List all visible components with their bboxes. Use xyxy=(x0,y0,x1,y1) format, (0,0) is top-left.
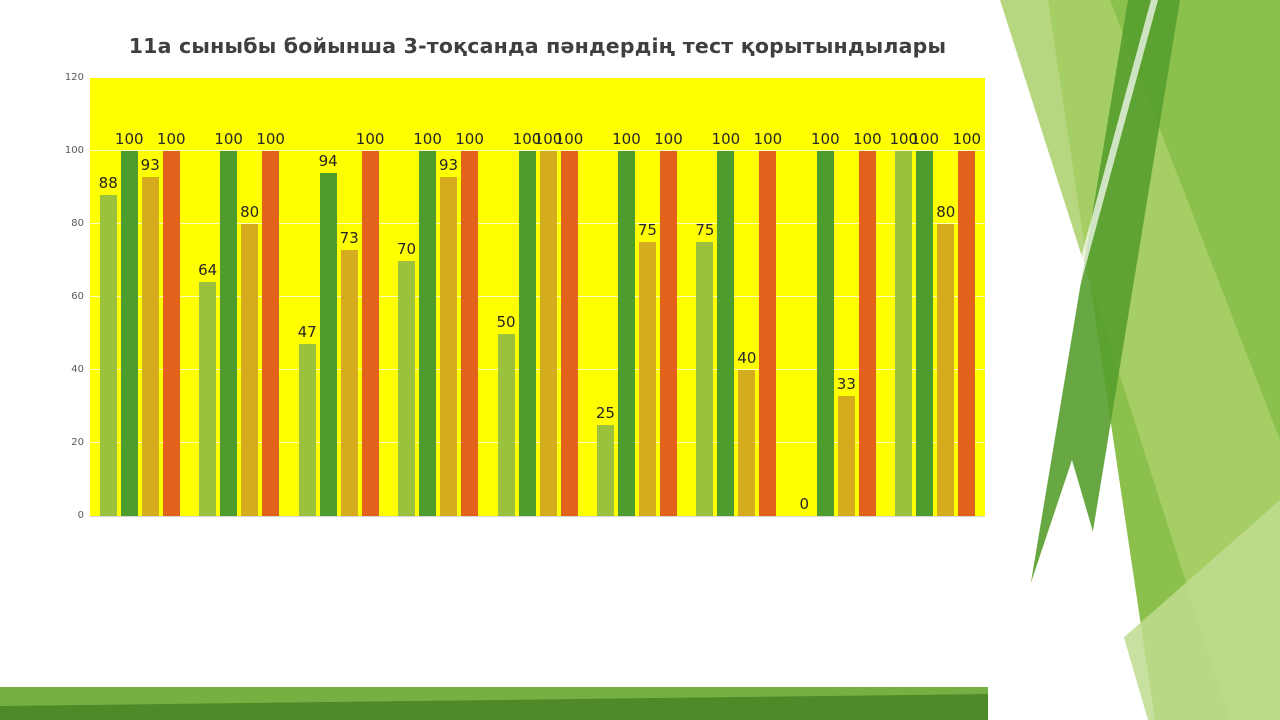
data-label: 100 xyxy=(711,130,741,148)
data-label: 100 xyxy=(853,130,882,148)
data-label: 80 xyxy=(240,203,260,221)
bar-gold xyxy=(340,249,358,516)
bar-gold xyxy=(440,176,458,516)
y-axis-tick-label: 0 xyxy=(77,510,84,521)
bar-dark-green xyxy=(419,151,437,516)
bar-dark-green xyxy=(717,151,735,516)
bar-dark-green xyxy=(319,172,337,516)
data-label: 100 xyxy=(355,130,385,148)
bar-light-green xyxy=(99,194,117,516)
bar-orange xyxy=(858,151,876,516)
bar-gold xyxy=(241,224,259,516)
bar-light-green xyxy=(398,260,416,516)
data-label: 100 xyxy=(413,130,442,148)
bar-gold xyxy=(738,370,756,516)
bar-gold xyxy=(141,176,159,516)
data-label: 80 xyxy=(936,203,956,221)
bar-light-green xyxy=(596,424,614,516)
gridline xyxy=(90,442,985,443)
plot-area: 88 100 93 100 64 100 80 100 47 94 73 100 70 100 93 100 5… xyxy=(90,77,985,517)
bar-light-green xyxy=(696,242,714,516)
bar-dark-green xyxy=(916,151,934,516)
gridline xyxy=(90,77,985,78)
data-label: 75 xyxy=(695,221,715,240)
bar-gold xyxy=(937,224,955,516)
data-label: 88 xyxy=(98,173,118,192)
y-axis-tick-label: 120 xyxy=(64,72,84,83)
data-label: 100 xyxy=(654,130,683,148)
data-label: 100 xyxy=(512,130,542,148)
data-label: 75 xyxy=(637,221,657,240)
data-label: 100 xyxy=(114,130,144,148)
y-axis-tick-label: 40 xyxy=(71,364,84,375)
data-label: 100 xyxy=(612,130,641,148)
bar-dark-green xyxy=(816,151,834,516)
bar-orange xyxy=(262,151,280,516)
y-axis: 0 20 40 60 80 100 120 xyxy=(50,72,84,521)
bar-light-green xyxy=(199,282,217,516)
bar-dark-green xyxy=(617,151,635,516)
bar-light-green xyxy=(298,344,316,516)
data-label: 93 xyxy=(140,155,160,174)
data-label: 100 xyxy=(455,130,484,148)
data-label: 0 xyxy=(799,495,810,513)
bar-gold xyxy=(837,395,855,516)
facet-shape xyxy=(955,0,1158,720)
bar-orange xyxy=(361,151,379,516)
bar-dark-green xyxy=(120,151,138,516)
data-label: 100 xyxy=(156,130,186,148)
data-label: 70 xyxy=(397,239,417,258)
data-label: 100 xyxy=(910,130,940,148)
facet-shape xyxy=(1048,0,1280,720)
data-label: 40 xyxy=(737,349,757,367)
data-label: 100 xyxy=(214,130,243,148)
bar-light-green xyxy=(895,151,913,516)
gridline xyxy=(90,296,985,297)
bar-dark-green xyxy=(518,151,536,516)
data-label: 50 xyxy=(496,312,516,331)
facet-bottom-band-dark xyxy=(0,694,988,720)
bar-orange xyxy=(659,151,677,516)
data-label: 100 xyxy=(952,130,982,148)
gridline xyxy=(90,223,985,224)
data-label: 33 xyxy=(836,374,856,393)
data-label: 100 xyxy=(811,130,840,148)
gridline xyxy=(90,150,985,151)
data-label: 94 xyxy=(318,151,338,170)
y-axis-tick-label: 20 xyxy=(71,437,84,448)
chart-title: 11а сыныбы бойынша 3-тоқсанда пәндердің … xyxy=(128,34,947,58)
bar-orange xyxy=(461,151,479,516)
data-label: 100 xyxy=(554,130,584,148)
data-label: 93 xyxy=(439,155,459,174)
data-label: 100 xyxy=(256,130,285,148)
bar-gold xyxy=(638,242,656,516)
data-label: 100 xyxy=(889,130,919,148)
bar-light-green xyxy=(497,333,515,516)
bar-orange xyxy=(958,151,976,516)
bar-orange xyxy=(560,151,578,516)
y-axis-tick-label: 100 xyxy=(64,145,84,156)
data-label: 73 xyxy=(339,228,359,247)
facet-shape xyxy=(1030,500,1280,720)
facet-shape xyxy=(1008,0,1180,720)
y-axis-tick-label: 80 xyxy=(71,218,84,229)
data-label: 100 xyxy=(753,130,783,148)
facet-shape xyxy=(985,460,1148,720)
data-label: 47 xyxy=(297,323,317,342)
data-label: 25 xyxy=(595,403,615,422)
data-label: 64 xyxy=(198,261,218,280)
bar-dark-green xyxy=(220,151,238,516)
data-label: 100 xyxy=(533,130,563,148)
bar-orange xyxy=(759,151,777,516)
facet-bottom-band xyxy=(0,687,988,720)
gridline xyxy=(90,369,985,370)
bar-gold xyxy=(539,151,557,516)
facet-shape xyxy=(1000,0,1280,720)
bar-orange xyxy=(162,151,180,516)
y-axis-tick-label: 60 xyxy=(71,291,84,302)
